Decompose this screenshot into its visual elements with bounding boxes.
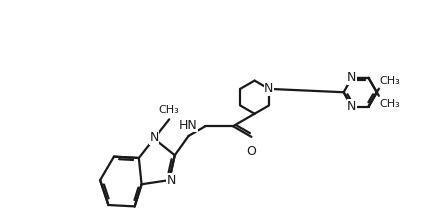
Text: N: N <box>149 131 159 144</box>
Text: CH₃: CH₃ <box>380 76 401 86</box>
Text: HN: HN <box>179 119 198 132</box>
Text: CH₃: CH₃ <box>159 105 180 115</box>
Text: N: N <box>166 174 176 187</box>
Text: N: N <box>264 82 274 95</box>
Text: N: N <box>347 71 356 84</box>
Text: O: O <box>246 145 257 158</box>
Text: CH₃: CH₃ <box>380 99 401 109</box>
Text: N: N <box>347 100 356 113</box>
